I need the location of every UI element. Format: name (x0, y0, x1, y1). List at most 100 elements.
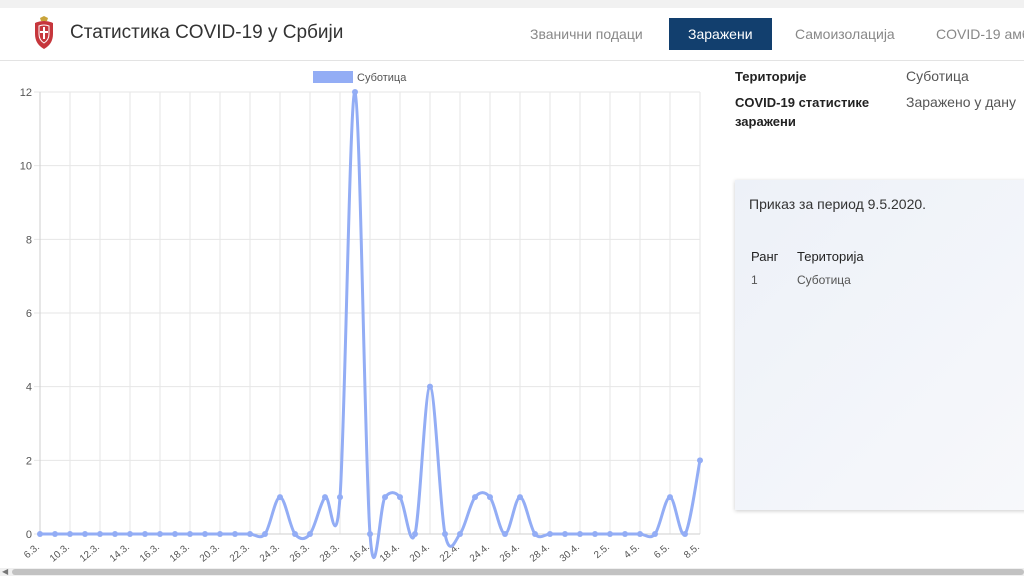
y-tick-label: 4 (26, 382, 32, 394)
data-point (157, 531, 163, 537)
x-tick-label: 6.5. (652, 542, 672, 561)
data-point (352, 89, 358, 95)
data-point (127, 531, 133, 537)
data-point (322, 494, 328, 501)
data-point (52, 531, 58, 537)
top-border (0, 0, 1024, 8)
data-point (112, 531, 118, 537)
nav-covid-ambulances[interactable]: COVID-19 амб (936, 26, 1024, 42)
table-header-territory: Територија (797, 249, 864, 264)
table-cell-territory: Суботица (797, 273, 851, 287)
table-cell-rank: 1 (751, 273, 758, 287)
data-point (67, 531, 73, 537)
data-point (457, 531, 463, 537)
data-point (472, 494, 478, 501)
x-tick-label: 16.4. (348, 542, 372, 565)
data-point (247, 531, 253, 537)
x-tick-label: 22.3. (228, 542, 252, 565)
data-point (607, 531, 613, 537)
x-tick-label: 2.5. (592, 542, 612, 561)
y-tick-label: 2 (26, 455, 32, 467)
x-tick-label: 20.4. (408, 542, 432, 565)
data-point (232, 531, 238, 537)
data-point (637, 531, 643, 537)
top-bar: Статистика COVID-19 у Србији Званични по… (0, 0, 1024, 61)
data-point (577, 531, 583, 537)
x-tick-label: 24.3. (258, 542, 282, 565)
data-point (442, 531, 448, 537)
table-header-rank: Ранг (751, 249, 779, 264)
stats-label-line1: COVID-19 статистике (735, 95, 870, 110)
data-point (202, 531, 208, 537)
infections-line-chart: 0 2 4 6 8 10 12 6.3. 10.3. 12.3. 14.3. 16.3. 18.3. 20… (20, 71, 703, 565)
legend-swatch (313, 71, 353, 83)
app-title: Статистика COVID-19 у Србији (70, 22, 344, 43)
data-point (412, 531, 418, 537)
x-tick-label: 28.4. (528, 542, 552, 565)
x-tick-label: 12.3. (78, 542, 102, 565)
x-tick-label: 20.3. (198, 542, 222, 565)
data-point (667, 494, 673, 501)
stats-label: COVID-19 статистике заражени (735, 93, 869, 131)
data-point (682, 531, 688, 537)
y-tick-label: 8 (26, 234, 32, 246)
data-point (592, 531, 598, 537)
data-point (262, 531, 268, 537)
nav-official-data[interactable]: Званични подаци (530, 26, 643, 42)
data-point (652, 531, 658, 537)
data-point (547, 531, 553, 537)
data-point (307, 531, 313, 537)
data-point (397, 494, 403, 501)
territories-label: Територије (735, 69, 807, 84)
data-point (172, 531, 178, 537)
y-tick-label: 12 (20, 87, 32, 99)
data-point (562, 531, 568, 537)
stats-label-line2: заражени (735, 114, 796, 129)
x-tick-label: 30.4. (558, 542, 582, 565)
legend-label: Суботица (357, 72, 407, 84)
x-tick-label: 28.3. (318, 542, 342, 565)
x-tick-label: 8.5. (682, 542, 702, 561)
data-point (427, 383, 433, 390)
territories-value[interactable]: Суботица (906, 68, 969, 84)
x-tick-label: 10.3. (48, 542, 72, 565)
serbia-coat-of-arms-icon (35, 16, 53, 49)
data-point (142, 531, 148, 537)
data-point (337, 494, 343, 501)
data-point (217, 531, 223, 537)
horizontal-scrollbar[interactable]: ◀ (0, 568, 1024, 576)
scroll-left-arrow-icon[interactable]: ◀ (2, 567, 9, 576)
data-point (37, 531, 43, 537)
stats-value[interactable]: Заражено у дану (906, 94, 1016, 110)
data-point (532, 531, 538, 537)
y-tick-label: 10 (20, 161, 32, 173)
ranking-panel: Приказ за период 9.5.2020. Ранг Територи… (735, 180, 1024, 510)
data-point (502, 531, 508, 537)
y-tick-label: 0 (26, 529, 32, 541)
x-tick-label: 16.3. (138, 542, 162, 565)
data-point (277, 494, 283, 501)
data-point (622, 531, 628, 537)
data-point (382, 494, 388, 501)
x-tick-label: 6.3. (22, 542, 42, 561)
period-text: Приказ за период 9.5.2020. (749, 196, 927, 212)
x-tick-label: 18.4. (378, 542, 402, 565)
data-point (292, 531, 298, 537)
x-tick-label: 24.4. (468, 542, 492, 565)
x-tick-label: 26.4. (498, 542, 522, 565)
x-tick-label: 26.3. (288, 542, 312, 565)
data-point (487, 494, 493, 501)
data-point (97, 531, 103, 537)
x-tick-label: 14.3. (108, 542, 132, 565)
x-tick-label: 18.3. (168, 542, 192, 565)
data-point (187, 531, 193, 537)
x-tick-label: 4.5. (622, 542, 642, 561)
data-point (367, 531, 373, 537)
scrollbar-thumb[interactable] (12, 569, 1024, 575)
data-point (517, 494, 523, 501)
nav-self-isolation[interactable]: Самоизолација (795, 26, 895, 42)
data-point (697, 457, 703, 464)
y-tick-label: 6 (26, 308, 32, 320)
nav-infected[interactable]: Заражени (669, 18, 772, 50)
data-point (82, 531, 88, 537)
